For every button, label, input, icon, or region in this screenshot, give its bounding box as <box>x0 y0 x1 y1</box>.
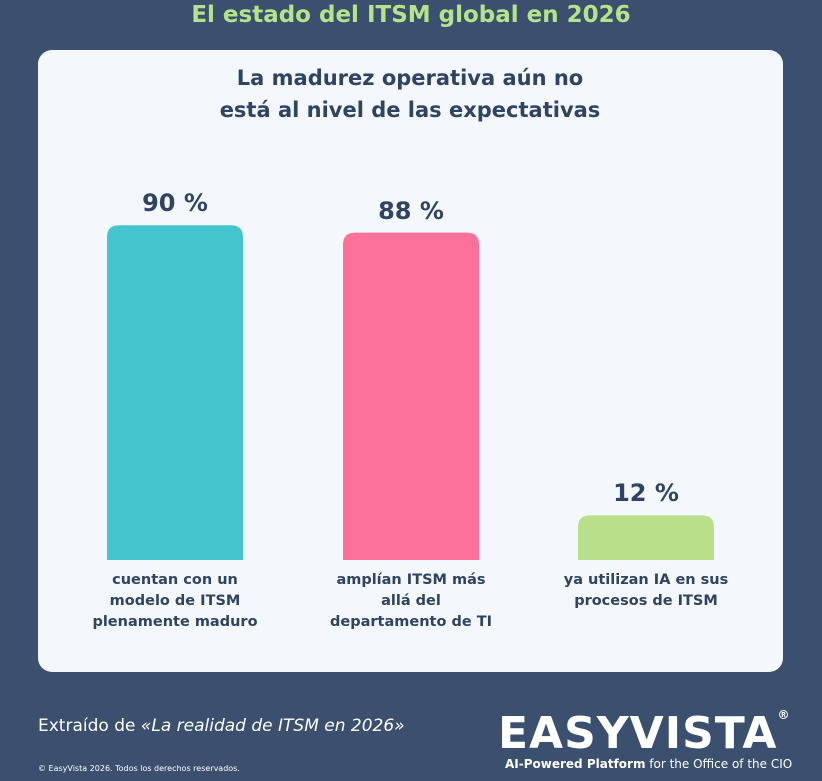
category-label: amplían ITSM más allá del departamento d… <box>330 572 492 630</box>
logo-text: EASYVISTA <box>498 708 778 759</box>
source-prefix: Extraído de <box>38 716 136 736</box>
value-label: 88 % <box>378 196 444 225</box>
bar <box>107 225 243 560</box>
tagline: AI-Powered Platform for the Office of th… <box>505 757 792 771</box>
category-label: cuentan con un modelo de ITSM plenamente… <box>92 572 258 630</box>
tagline-bold: AI-Powered Platform <box>505 757 646 771</box>
page-title: El estado del ITSM global en 2026 <box>191 2 631 28</box>
value-label: 90 % <box>142 189 208 218</box>
value-label: 12 % <box>613 479 679 508</box>
logo-mark: ® <box>777 708 791 722</box>
bar <box>578 515 714 560</box>
tagline-rest: for the Office of the CIO <box>649 757 793 771</box>
source: Extraído de «La realidad de ITSM en 2026… <box>38 716 405 736</box>
bar <box>343 232 479 560</box>
source-title: «La realidad de ITSM en 2026» <box>140 716 405 736</box>
category-label: ya utilizan IA en sus procesos de ITSM <box>563 572 729 609</box>
chart-title: La madurez operativa aún no está al nive… <box>219 66 601 122</box>
copyright: © EasyVista 2026. Todos los derechos res… <box>38 764 240 773</box>
logo: EASYVISTA® <box>498 708 790 759</box>
